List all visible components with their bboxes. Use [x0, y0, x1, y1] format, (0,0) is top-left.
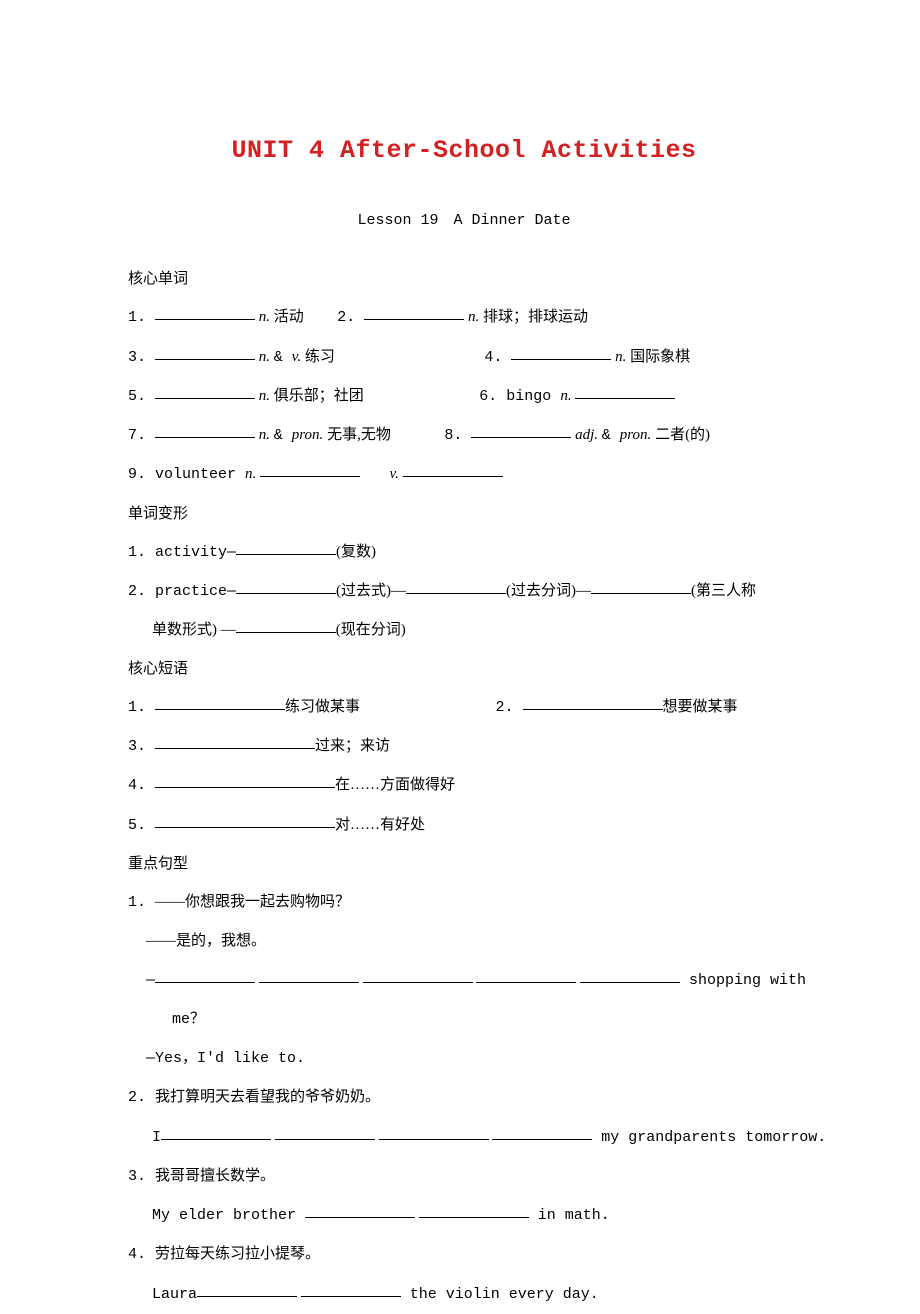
blank[interactable]: [155, 423, 255, 438]
blank[interactable]: [236, 540, 336, 555]
blank[interactable]: [591, 579, 691, 594]
blank[interactable]: [155, 813, 335, 828]
vocab-row: 1. n. 活动 2. n. 排球；排球运动: [128, 298, 800, 337]
sentence-row: me？: [128, 1000, 800, 1039]
sentence-row: —Yes，I'd like to.: [128, 1039, 800, 1078]
blank[interactable]: [379, 1125, 489, 1140]
unit-title: UNIT 4 After-School Activities: [128, 118, 800, 183]
blank[interactable]: [155, 384, 255, 399]
blank[interactable]: [155, 734, 315, 749]
vocab-row: 3. n. & v. 练习 4. n. 国际象棋: [128, 338, 800, 377]
blank[interactable]: [155, 695, 285, 710]
blank[interactable]: [406, 579, 506, 594]
blank[interactable]: [161, 1125, 271, 1140]
blank[interactable]: [236, 618, 336, 633]
blank[interactable]: [580, 968, 680, 983]
blank[interactable]: [492, 1125, 592, 1140]
sentence-row: — shopping with: [128, 961, 800, 1000]
blank[interactable]: [419, 1203, 529, 1218]
blank[interactable]: [511, 345, 611, 360]
phrase-row: 5. 对……有好处: [128, 806, 800, 845]
sentence-row: 1. ——你想跟我一起去购物吗？: [128, 883, 800, 922]
blank[interactable]: [363, 968, 473, 983]
phrase-row: 3. 过来；来访: [128, 727, 800, 766]
phrase-row: 4. 在……方面做得好: [128, 766, 800, 805]
sentence-row: Laura the violin every day.: [128, 1275, 800, 1314]
lesson-subtitle: Lesson 19 A Dinner Date: [128, 201, 800, 240]
section-heading: 核心单词: [128, 260, 800, 298]
vocab-row: 5. n. 俱乐部；社团 6. bingo n.: [128, 377, 800, 416]
sentence-row: 2. 我打算明天去看望我的爷爷奶奶。: [128, 1078, 800, 1117]
blank[interactable]: [259, 968, 359, 983]
blank[interactable]: [523, 695, 663, 710]
blank[interactable]: [155, 305, 255, 320]
blank[interactable]: [476, 968, 576, 983]
inflection-row: 2. practice—(过去式)—(过去分词)—(第三人称: [128, 572, 800, 611]
blank[interactable]: [197, 1282, 297, 1297]
blank[interactable]: [275, 1125, 375, 1140]
blank[interactable]: [301, 1282, 401, 1297]
sentence-row: My elder brother in math.: [128, 1196, 800, 1235]
blank[interactable]: [155, 345, 255, 360]
blank[interactable]: [155, 773, 335, 788]
section-heading: 核心短语: [128, 650, 800, 688]
section-heading: 重点句型: [128, 845, 800, 883]
sentence-row: ——是的，我想。: [128, 922, 800, 960]
section-heading: 单词变形: [128, 495, 800, 533]
blank[interactable]: [471, 423, 571, 438]
inflection-row-cont: 单数形式) —(现在分词): [128, 611, 800, 649]
blank[interactable]: [575, 384, 675, 399]
blank[interactable]: [403, 462, 503, 477]
vocab-row: 9. volunteer n. v.: [128, 455, 800, 494]
sentence-row: 4. 劳拉每天练习拉小提琴。: [128, 1235, 800, 1274]
blank[interactable]: [364, 305, 464, 320]
blank[interactable]: [305, 1203, 415, 1218]
vocab-row: 7. n. & pron. 无事,无物 8. adj. & pron. 二者(的…: [128, 416, 800, 455]
sentence-row: 3. 我哥哥擅长数学。: [128, 1157, 800, 1196]
blank[interactable]: [236, 579, 336, 594]
blank[interactable]: [155, 968, 255, 983]
sentence-row: I my grandparents tomorrow.: [128, 1118, 800, 1157]
phrase-row: 1. 练习做某事 2. 想要做某事: [128, 688, 800, 727]
inflection-row: 1. activity—(复数): [128, 533, 800, 572]
blank[interactable]: [260, 462, 360, 477]
